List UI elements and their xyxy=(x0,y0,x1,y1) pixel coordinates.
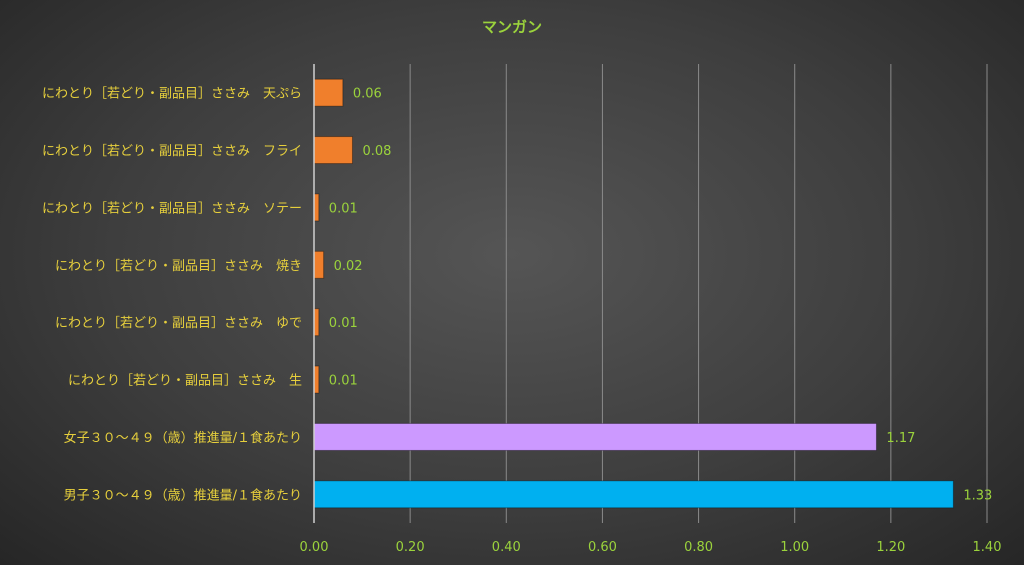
value-label: 0.01 xyxy=(329,374,358,389)
category-label: にわとり［若どり・副品目］ささみ ゆで xyxy=(55,315,302,331)
category-label: 男子３０～４９（歳）推進量/１食あたり xyxy=(64,487,302,503)
x-tick-label: 0.00 xyxy=(300,540,329,555)
x-axis-ticks: 0.00 0.20 0.40 0.60 0.80 1.00 1.20 1.40 xyxy=(300,540,1002,555)
value-label: 1.17 xyxy=(886,431,915,446)
value-label: 0.01 xyxy=(329,316,358,331)
value-label: 1.33 xyxy=(963,488,992,503)
category-label: にわとり［若どり・副品目］ささみ ソテー xyxy=(42,200,302,216)
value-label: 0.08 xyxy=(362,144,391,159)
bar xyxy=(313,480,954,509)
category-label: にわとり［若どり・副品目］ささみ 生 xyxy=(68,373,302,389)
category-label: にわとり［若どり・副品目］ささみ フライ xyxy=(42,143,302,159)
bar xyxy=(313,78,344,107)
bar xyxy=(313,422,877,451)
bars xyxy=(313,78,954,509)
x-tick-label: 1.20 xyxy=(876,540,905,555)
x-tick-label: 1.40 xyxy=(973,540,1002,555)
value-labels: 0.06 0.08 0.01 0.02 0.01 0.01 1.17 1.33 xyxy=(329,87,992,504)
value-label: 0.01 xyxy=(329,201,358,216)
x-tick-label: 0.40 xyxy=(492,540,521,555)
x-tick-label: 0.20 xyxy=(396,540,425,555)
x-tick-label: 1.00 xyxy=(780,540,809,555)
category-label: にわとり［若どり・副品目］ささみ 天ぷら xyxy=(42,86,302,102)
x-tick-label: 0.80 xyxy=(684,540,713,555)
chart-title: マンガン xyxy=(482,18,542,36)
category-label: 女子３０～４９（歳）推進量/１食あたり xyxy=(64,430,302,446)
value-label: 0.02 xyxy=(334,259,363,274)
value-label: 0.06 xyxy=(353,87,382,102)
bar xyxy=(313,136,353,165)
x-tick-label: 0.60 xyxy=(588,540,617,555)
category-label: にわとり［若どり・副品目］ささみ 焼き xyxy=(55,258,302,274)
grid-lines xyxy=(409,64,988,523)
bar xyxy=(313,250,325,279)
